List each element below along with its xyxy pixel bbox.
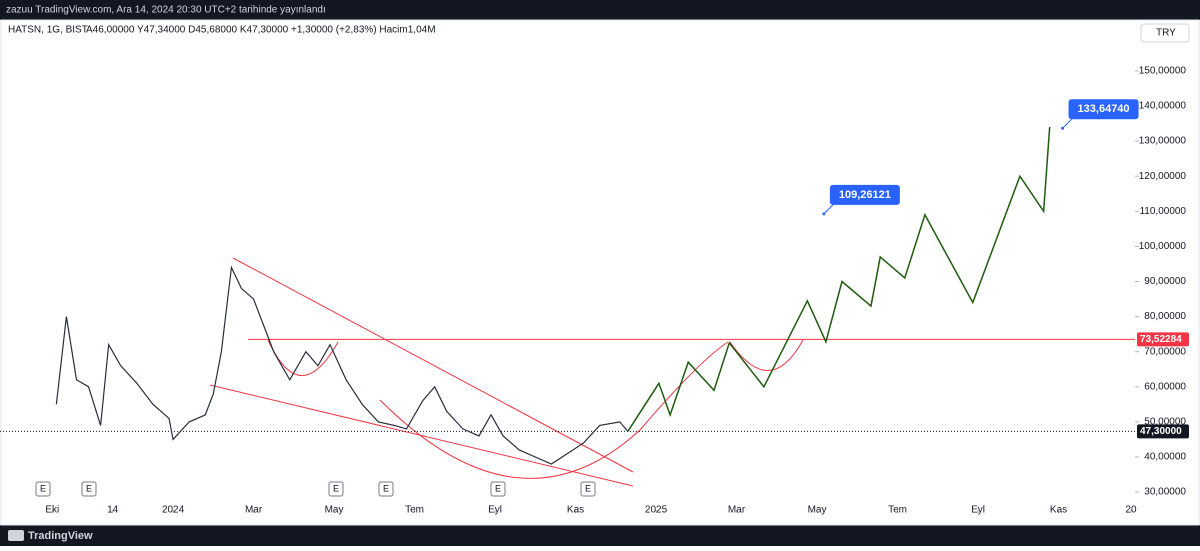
y-tick-label: 70,00000 [1144,346,1186,357]
chart-subtitle: A46,00000 Y47,34000 D45,68000 K47,30000 … [86,25,436,36]
earnings-label: E [86,483,92,493]
price-badge-label: 47,30000 [1140,426,1182,437]
annotation-label: 133,64740 [1078,103,1130,115]
x-tick-label: May [808,505,827,516]
frame [0,19,1200,526]
y-tick-label: 40,00000 [1144,452,1186,463]
trend-line [209,384,634,487]
header-text: zazuu TradingView.com, Ara 14, 2024 20:3… [6,5,326,16]
y-tick-label: 90,00000 [1144,276,1186,287]
price-badge [1137,424,1189,439]
y-tick-label: 30,00000 [1144,487,1186,498]
earnings-marker [35,481,51,497]
x-tick-label: 20 [1125,505,1137,516]
y-tick-label: 130,00000 [1139,136,1187,147]
x-tick-label: Eyl [488,505,502,516]
x-tick-label: 2024 [162,505,185,516]
x-tick-label: Kas [1050,505,1067,516]
x-tick-label: Eki [45,505,59,516]
y-tick-label: 50,00000 [1144,417,1186,428]
x-tick-label: Eyl [971,505,985,516]
earnings-marker [328,481,344,497]
header-bar [0,0,1200,20]
y-tick-label: 140,00000 [1139,101,1187,112]
y-tick-label: 110,00000 [1139,206,1186,217]
price-badge-label: 73,52284 [1140,334,1182,345]
arc [379,341,729,479]
x-tick-label: Tem [405,505,424,516]
footer-text: TradingView [28,530,93,542]
annotation-label: 109,26121 [839,189,891,201]
y-tick-label: 150,00000 [1139,66,1187,77]
x-tick-label: Tem [888,505,907,516]
x-tick-label: Kas [567,505,584,516]
logo-icon [8,530,24,541]
earnings-marker [378,481,394,497]
earnings-marker [580,481,596,497]
footer-bar [0,525,1200,546]
earnings-marker [81,481,97,497]
chart-title: HATSN, 1G, BIST [8,25,88,36]
x-tick-label: 14 [107,505,119,516]
annotation-box [829,184,900,205]
x-tick-label: Mar [245,505,263,516]
currency-text: TRY [1156,28,1176,39]
price-badge [1137,332,1189,347]
arc [729,339,804,371]
annotation-box [1068,99,1139,120]
x-tick-label: May [325,505,344,516]
drawings [209,257,804,487]
earnings-label: E [383,483,389,493]
earnings-label: E [495,483,501,493]
x-tick-label: Mar [728,505,746,516]
currency-button[interactable] [1140,23,1190,43]
y-tick-label: 60,00000 [1144,381,1186,392]
series-line [627,127,1051,432]
series-line [55,265,629,465]
y-tick-label: 120,00000 [1139,171,1187,182]
annotation-stem [1062,117,1073,129]
y-tick-label: 100,00000 [1139,241,1187,252]
earnings-marker [490,481,506,497]
earnings-label: E [40,483,46,493]
y-tick-label: 80,00000 [1144,311,1186,322]
earnings-label: E [585,483,591,493]
earnings-label: E [333,483,339,493]
x-tick-label: 2025 [645,505,668,516]
annotation-stem [823,203,835,215]
trend-line [232,257,634,473]
